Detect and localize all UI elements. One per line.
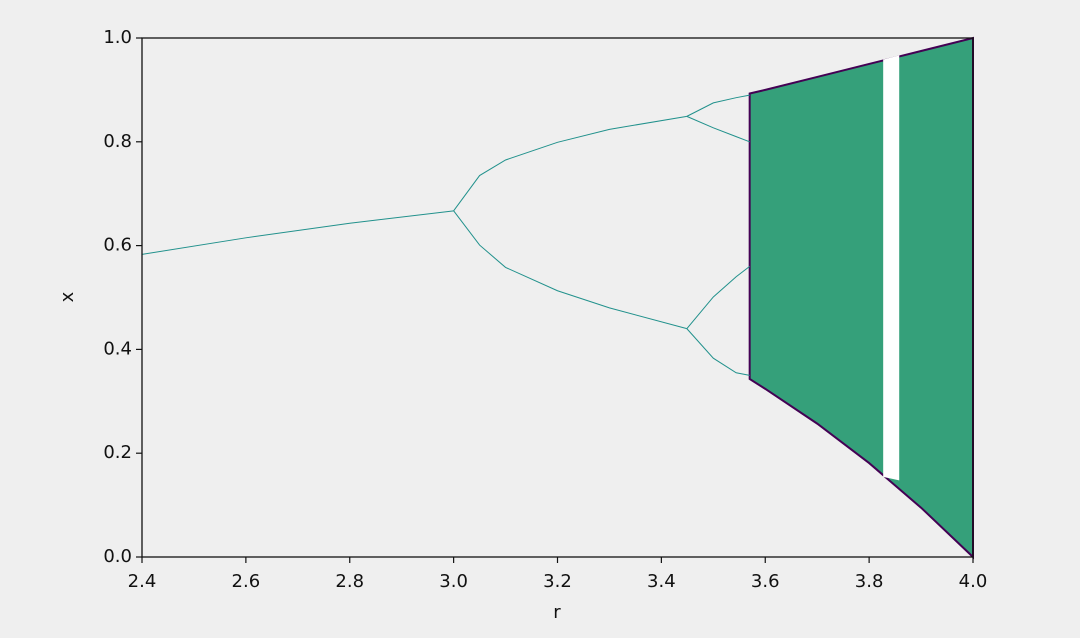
branch-line: [686, 115, 750, 143]
x-tick-label: 4.0: [959, 571, 988, 592]
band: [883, 55, 900, 481]
y-tick-label: 0.6: [103, 235, 132, 256]
plot-area: [141, 36, 974, 560]
branch-line: [141, 210, 454, 255]
x-tick-label: 2.6: [232, 571, 261, 592]
x-axis-label: r: [553, 602, 561, 623]
y-tick-label: 0.0: [103, 546, 132, 567]
y-tick-label: 0.8: [103, 131, 132, 152]
y-tick-label: 0.2: [103, 442, 132, 463]
x-tick-label: 3.4: [647, 571, 676, 592]
branch-line: [453, 115, 687, 212]
x-tick-label: 3.6: [751, 571, 780, 592]
y-tick-label: 1.0: [103, 27, 132, 48]
y-axis-label: x: [57, 291, 78, 302]
branch-line: [686, 94, 750, 117]
branch-line: [686, 328, 750, 376]
branch-line: [686, 265, 750, 329]
x-tick-label: 2.4: [128, 571, 157, 592]
x-tick-label: 2.8: [335, 571, 364, 592]
y-tick-label: 0.4: [103, 338, 132, 359]
x-tick-label: 3.8: [855, 571, 884, 592]
x-tick-label: 3.0: [439, 571, 468, 592]
x-tick-label: 3.2: [543, 571, 572, 592]
branch-line: [453, 210, 687, 330]
